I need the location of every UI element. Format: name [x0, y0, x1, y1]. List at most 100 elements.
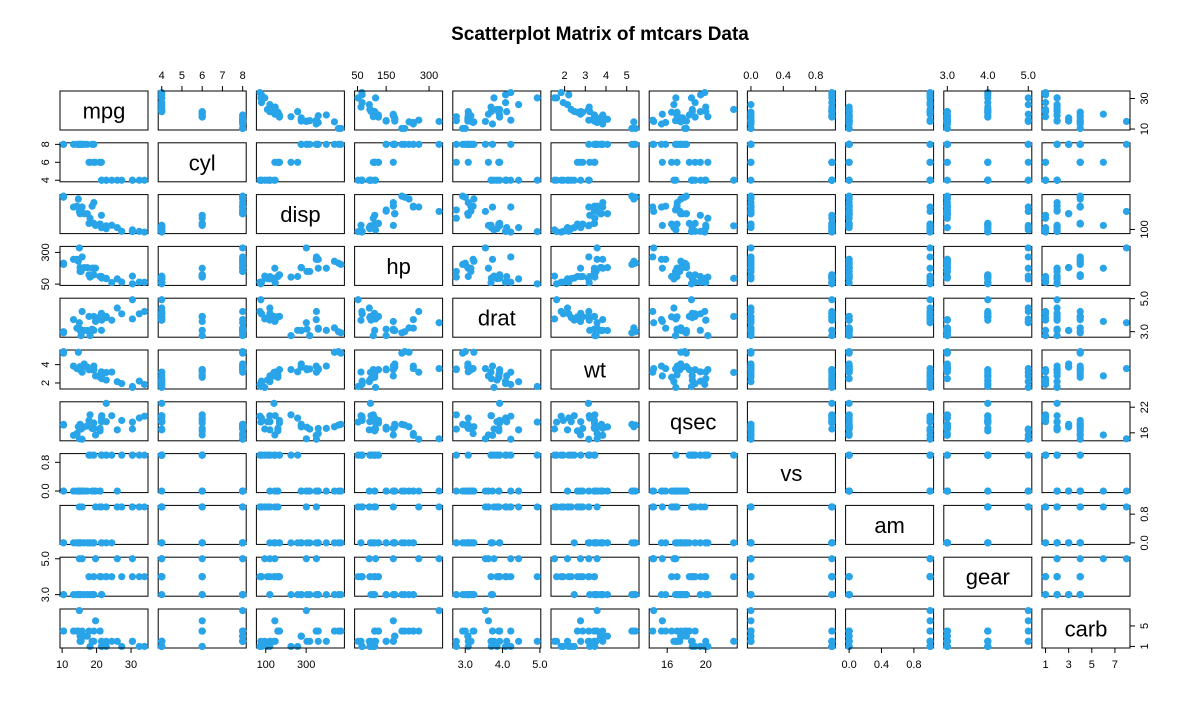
- data-point: [984, 399, 992, 407]
- data-point: [585, 307, 593, 316]
- data-point: [83, 632, 91, 640]
- data-point: [158, 555, 166, 563]
- data-point: [576, 158, 585, 166]
- diagonal-panel-mpg: mpg: [59, 90, 149, 131]
- panel-cyl-vs-wt: [550, 140, 640, 184]
- data-point: [108, 278, 116, 287]
- data-point: [590, 591, 598, 599]
- data-point: [515, 503, 523, 511]
- data-point: [926, 435, 934, 443]
- data-point: [670, 378, 678, 386]
- data-point: [590, 312, 599, 321]
- data-point: [135, 278, 143, 286]
- data-point: [559, 416, 567, 425]
- data-point: [691, 379, 699, 388]
- data-point: [984, 273, 992, 281]
- data-point: [97, 309, 106, 317]
- data-point: [599, 431, 607, 439]
- data-point: [533, 573, 541, 581]
- data-point: [943, 158, 951, 166]
- data-point: [672, 503, 680, 511]
- data-point: [496, 637, 504, 645]
- data-point: [97, 223, 106, 232]
- data-point: [239, 503, 247, 511]
- data-point: [650, 319, 658, 327]
- data-point: [461, 627, 469, 635]
- variable-label: drat: [478, 306, 516, 331]
- data-point: [484, 221, 493, 230]
- data-point: [330, 487, 339, 495]
- data-point: [294, 158, 302, 166]
- right-axis-drat: 3.0 5.0: [1129, 291, 1151, 339]
- data-point: [464, 111, 472, 119]
- data-point: [1076, 140, 1084, 148]
- data-point: [405, 195, 413, 203]
- data-point: [688, 503, 696, 511]
- data-point: [496, 539, 504, 547]
- data-point: [435, 140, 443, 148]
- data-point: [464, 264, 472, 272]
- data-point: [599, 120, 607, 128]
- data-point: [374, 366, 383, 374]
- panel-drat-vs-hp: [354, 296, 444, 340]
- data-point: [322, 326, 330, 334]
- data-point: [69, 487, 78, 495]
- data-point: [370, 418, 379, 426]
- data-point: [330, 118, 339, 126]
- left-axis-vs: 0.0 0.8: [40, 455, 61, 499]
- diagonal-panel-vs: vs: [746, 453, 836, 494]
- data-point: [287, 411, 295, 419]
- data-point: [128, 418, 137, 426]
- data-point: [198, 372, 206, 380]
- data-point: [371, 555, 380, 563]
- data-point: [358, 503, 366, 511]
- data-point: [239, 264, 247, 272]
- data-point: [1041, 214, 1050, 222]
- data-point: [688, 223, 696, 232]
- data-point: [302, 319, 310, 327]
- data-point: [1076, 195, 1084, 203]
- data-point: [533, 94, 541, 102]
- panel-wt-vs-carb: [1041, 347, 1131, 392]
- data-point: [563, 224, 572, 232]
- data-point: [577, 108, 585, 116]
- data-point: [358, 88, 366, 97]
- data-point: [409, 539, 417, 547]
- panel-frame: [845, 453, 935, 494]
- panel-frame: [452, 453, 542, 494]
- data-point: [570, 107, 578, 116]
- data-point: [415, 307, 423, 316]
- data-point: [266, 372, 274, 380]
- panel-mpg-vs-cyl: [157, 88, 247, 133]
- data-point: [943, 412, 951, 420]
- data-point: [1053, 280, 1061, 288]
- data-point: [91, 617, 100, 625]
- panel-am-vs-drat: [452, 503, 542, 547]
- panel-drat-vs-vs: [746, 296, 836, 340]
- data-point: [59, 140, 68, 148]
- data-point: [271, 555, 279, 563]
- tick-label: 0.8: [1139, 506, 1151, 521]
- panel-mpg-vs-disp: [255, 88, 345, 133]
- data-point: [943, 375, 951, 383]
- data-point: [198, 487, 206, 495]
- panel-mpg-vs-carb: [1041, 88, 1131, 133]
- data-point: [696, 591, 704, 599]
- panel-vs-vs-disp: [255, 451, 345, 495]
- data-point: [593, 319, 601, 327]
- data-point: [747, 264, 755, 272]
- panel-drat-vs-gear: [943, 296, 1033, 340]
- data-point: [1053, 101, 1061, 109]
- data-point: [1041, 278, 1050, 286]
- data-point: [452, 487, 460, 495]
- panel-am-vs-carb: [1041, 503, 1131, 547]
- data-point: [570, 412, 578, 420]
- data-point: [374, 539, 383, 547]
- data-point: [452, 117, 460, 125]
- bottom-axis-am: 0.0 0.4 0.8: [841, 647, 922, 671]
- data-point: [515, 224, 523, 232]
- data-point: [409, 316, 417, 324]
- data-point: [354, 637, 362, 645]
- variable-label: am: [874, 513, 905, 538]
- panel-am-vs-wt: [550, 503, 640, 547]
